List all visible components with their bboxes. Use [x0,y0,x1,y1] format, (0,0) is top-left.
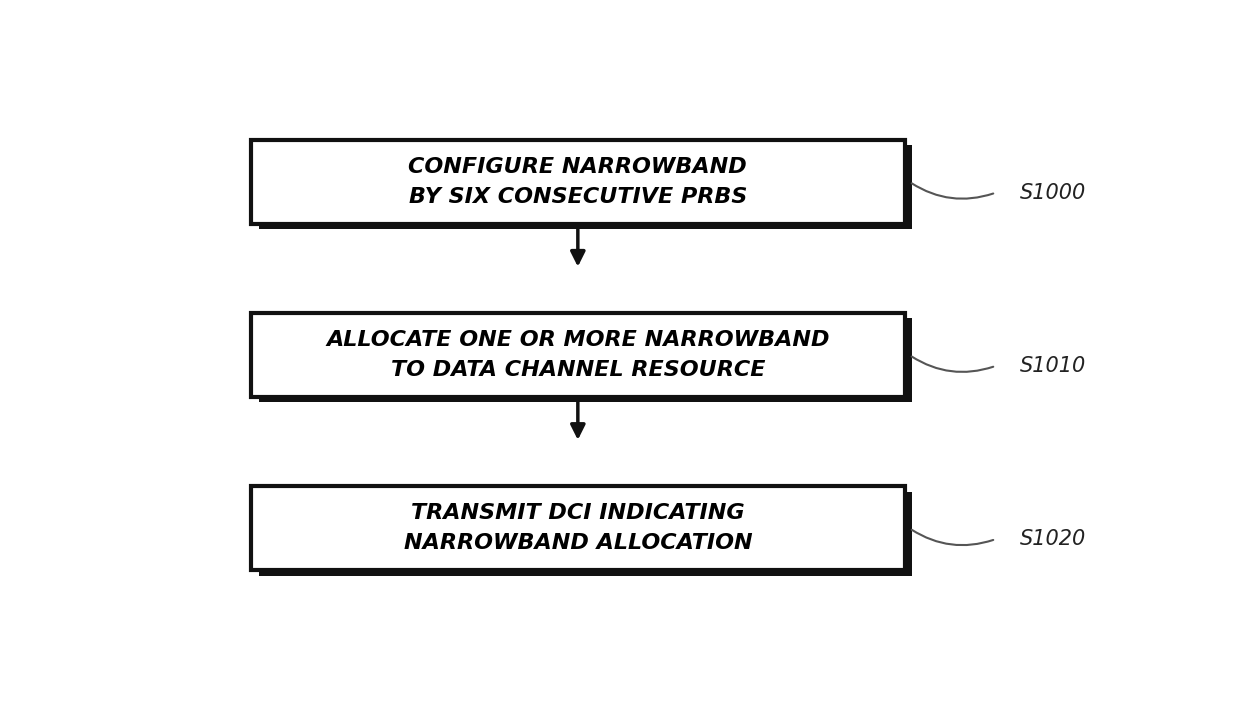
Text: ALLOCATE ONE OR MORE NARROWBAND
TO DATA CHANNEL RESOURCE: ALLOCATE ONE OR MORE NARROWBAND TO DATA … [326,330,830,380]
Text: CONFIGURE NARROWBAND
BY SIX CONSECUTIVE PRBS: CONFIGURE NARROWBAND BY SIX CONSECUTIVE … [408,157,748,207]
Bar [259,318,913,402]
Bar [250,140,904,224]
Text: S1000: S1000 [1019,183,1086,202]
Bar [259,491,913,576]
Text: S1020: S1020 [1019,529,1086,549]
Bar [250,486,904,570]
Text: TRANSMIT DCI INDICATING
NARROWBAND ALLOCATION: TRANSMIT DCI INDICATING NARROWBAND ALLOC… [403,503,753,553]
Text: S1010: S1010 [1019,356,1086,376]
Bar [250,313,904,397]
Bar [259,146,913,229]
